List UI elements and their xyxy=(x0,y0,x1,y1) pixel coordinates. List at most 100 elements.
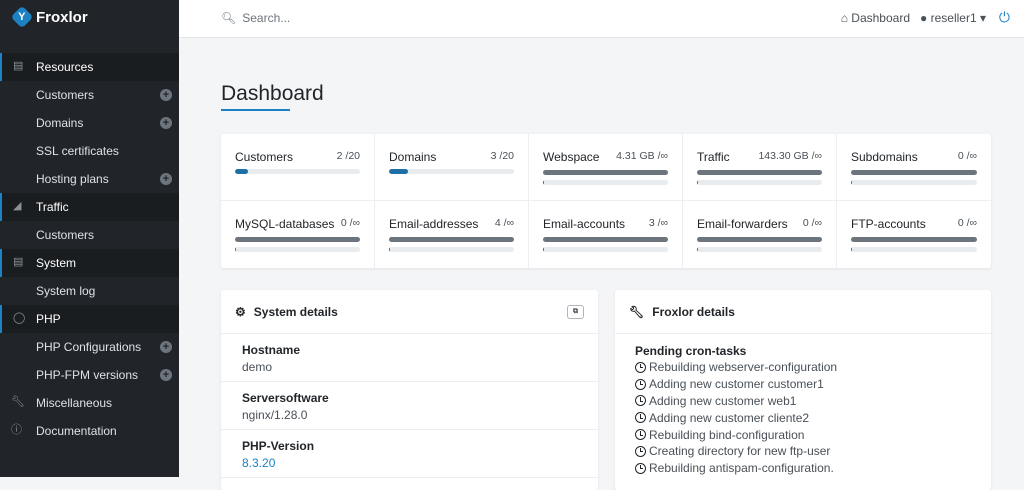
detail-value[interactable]: 8.3.20 xyxy=(242,456,276,470)
sidebar-item-label: Resources xyxy=(36,60,94,74)
usage-progress-bar xyxy=(851,247,977,252)
stat-label: Email-accounts xyxy=(543,217,626,231)
sidebar-item-customers[interactable]: Customers + xyxy=(0,81,179,109)
stat-webspace: Webspace 4.31 GB /∞ xyxy=(529,134,683,201)
sidebar-item-label: Domains xyxy=(36,116,84,130)
user-name: reseller1 xyxy=(930,11,977,25)
sidebar-item-system-log[interactable]: System log xyxy=(0,277,179,305)
stat-label: Traffic xyxy=(697,150,730,164)
sidebar-item-domains[interactable]: Domains + xyxy=(0,109,179,137)
stat-label: Customers xyxy=(235,150,294,164)
sidebar-item-label: System xyxy=(36,256,77,270)
usage-progress-fill xyxy=(543,247,545,252)
task-label: Creating directory for new ftp-user xyxy=(649,444,831,459)
sidebar-item-php[interactable]: ◯ PHP xyxy=(0,305,179,333)
cron-task-item: Rebuilding webserver-configuration xyxy=(635,359,971,376)
task-label: Adding new customer customer1 xyxy=(649,377,824,392)
task-label: Rebuilding webserver-configuration xyxy=(649,360,838,375)
clock-icon xyxy=(635,429,646,441)
task-label: Rebuilding antispam-configuration. xyxy=(649,461,834,476)
usage-progress-fill xyxy=(389,247,391,252)
sidebar-item-label: PHP-FPM versions xyxy=(36,368,139,382)
cron-task-item: Adding new customer web1 xyxy=(635,393,971,410)
card-title: System details xyxy=(253,304,338,319)
sidebar-item-customers[interactable]: Customers xyxy=(0,221,179,249)
page-title: Dashboard xyxy=(221,82,324,105)
user-icon: ● xyxy=(920,11,928,25)
sidebar-item-resources[interactable]: ▤ Resources xyxy=(0,53,179,81)
cron-task-item: Rebuilding bind-configuration xyxy=(635,426,971,443)
unlimited-bar xyxy=(235,237,360,242)
sidebar-item-miscellaneous[interactable]: 🔧︎ Miscellaneous xyxy=(0,389,179,417)
plus-circle-icon[interactable]: + xyxy=(160,341,172,353)
usage-progress-bar xyxy=(697,247,822,252)
php-icon: ◯ xyxy=(13,312,26,324)
usage-progress-bar xyxy=(697,180,822,185)
stat-label: Email-addresses xyxy=(389,217,479,231)
stat-value: 4.31 GB /∞ xyxy=(616,150,668,162)
detail-label: PHP-Version xyxy=(242,439,315,453)
resource-stats-card: Customers 2 /20 Domains 3 /20 Webspace 4.31 G… xyxy=(221,134,991,268)
detail-value: demo xyxy=(242,360,273,374)
usage-progress-bar xyxy=(851,180,977,185)
stat-ftp-accounts: FTP-accounts 0 /∞ xyxy=(837,201,991,268)
plus-circle-icon[interactable]: + xyxy=(160,173,172,185)
detail-row: Serversoftware nginx/1.28.0 xyxy=(221,382,598,430)
detail-label: Serversoftware xyxy=(242,391,329,405)
unlimited-bar xyxy=(851,170,977,175)
sidebar-item-documentation[interactable]: ⓘ Documentation xyxy=(0,417,179,445)
sidebar-item-label: PHP xyxy=(36,312,61,326)
clock-icon xyxy=(635,412,646,424)
sidebar-item-php-fpm-versions[interactable]: PHP-FPM versions + xyxy=(0,361,179,389)
plus-circle-icon[interactable]: + xyxy=(160,117,172,129)
froxlor-logo-icon: Y xyxy=(10,5,34,29)
system-details-card: ⚙ System details ⧉ Hostname demo Serversoftw… xyxy=(221,290,598,490)
user-menu[interactable]: ● reseller1 ▾ xyxy=(920,11,986,25)
info-icon: ⓘ xyxy=(11,424,22,436)
stat-value: 0 /∞ xyxy=(957,217,977,229)
stat-value: 0 /∞ xyxy=(802,217,822,229)
stat-label: Subdomains xyxy=(851,150,918,164)
wrench-icon: 🔧︎ xyxy=(629,304,645,319)
clock-icon xyxy=(635,462,646,474)
sidebar-item-php-configurations[interactable]: PHP Configurations + xyxy=(0,333,179,361)
dashboard-link[interactable]: ⌂ Dashboard xyxy=(841,11,910,25)
sidebar-item-traffic[interactable]: ◢ Traffic xyxy=(0,193,179,221)
dashboard-link-label: Dashboard xyxy=(851,11,910,25)
clock-icon xyxy=(635,395,646,407)
usage-progress-bar xyxy=(543,247,668,252)
logo[interactable]: Y Froxlor xyxy=(0,0,179,34)
sidebar-item-label: SSL certificates xyxy=(36,144,119,158)
unlimited-bar xyxy=(697,170,822,175)
sidebar-item-ssl-certificates[interactable]: SSL certificates xyxy=(0,137,179,165)
sidebar: Y Froxlor ▤ Resources Customers + Domains + SSL… xyxy=(0,0,179,477)
logout-power-icon[interactable]: ⏻ xyxy=(998,9,1010,25)
unlimited-bar xyxy=(851,237,977,242)
stat-email-addresses: Email-addresses 4 /∞ xyxy=(375,201,529,268)
usage-progress-fill xyxy=(543,180,545,185)
card-title: Froxlor details xyxy=(652,304,735,319)
clock-icon xyxy=(635,361,646,373)
clock-icon xyxy=(635,445,646,457)
caret-down-icon: ▾ xyxy=(979,11,986,25)
server-icon: ▤ xyxy=(13,256,24,268)
sidebar-item-hosting-plans[interactable]: Hosting plans + xyxy=(0,165,179,193)
wrench-icon: 🔧︎ xyxy=(11,396,25,408)
gears-icon: ⚙ xyxy=(235,304,246,319)
detail-label: Hostname xyxy=(242,343,301,357)
topbar: 🔍︎ ⌂ Dashboard ● reseller1 ▾ ⏻ xyxy=(179,0,1024,38)
stat-subdomains: Subdomains 0 /∞ xyxy=(837,134,991,201)
search-input[interactable] xyxy=(242,11,443,25)
sidebar-item-label: PHP Configurations xyxy=(36,340,142,354)
usage-progress-bar xyxy=(543,180,668,185)
stat-value: 0 /∞ xyxy=(340,217,360,229)
sidebar-item-system[interactable]: ▤ System xyxy=(0,249,179,277)
copy-button[interactable]: ⧉ xyxy=(567,305,584,319)
stat-label: MySQL-databases xyxy=(235,217,335,231)
plus-circle-icon[interactable]: + xyxy=(160,369,172,381)
stat-label: Webspace xyxy=(543,150,600,164)
cron-task-item: Creating directory for new ftp-user xyxy=(635,443,971,460)
plus-circle-icon[interactable]: + xyxy=(160,89,172,101)
stat-traffic: Traffic 143.30 GB /∞ xyxy=(683,134,837,201)
stat-value: 2 /20 xyxy=(336,150,360,162)
